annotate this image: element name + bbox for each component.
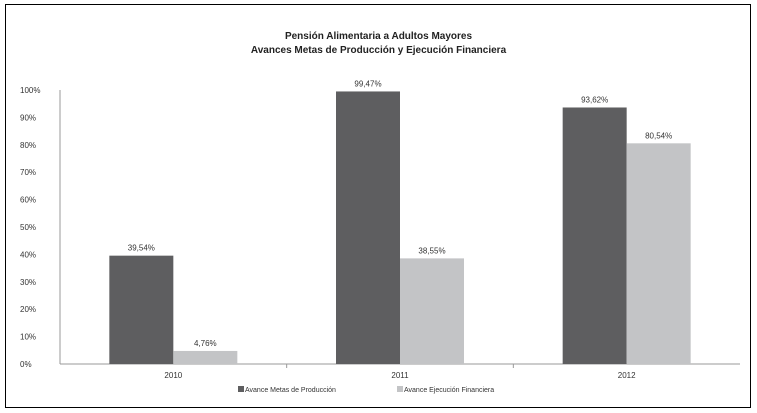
y-tick-label: 80% <box>20 141 36 150</box>
y-tick-label: 70% <box>20 168 36 177</box>
chart-subtitle: Avances Metas de Producción y Ejecución … <box>250 45 507 56</box>
chart-title-block: Pensión Alimentaria a Adultos Mayores Av… <box>0 30 757 58</box>
y-tick-label: 50% <box>20 223 36 232</box>
legend-label: Avance Ejecución Financiera <box>404 387 494 394</box>
x-tick-label: 2011 <box>391 371 409 380</box>
bar <box>626 143 691 364</box>
y-axis: 0% 10% 20% 30% 40% 50% 60% 70% 80% 90% 100% <box>20 86 61 369</box>
legend-swatch <box>397 386 403 392</box>
legend: Avance Metas de Producción Avance Ejecuci… <box>238 386 494 394</box>
y-tick-label: 90% <box>20 113 36 122</box>
data-label: 39,54% <box>128 244 155 253</box>
bar <box>336 91 400 364</box>
x-tick-label: 2012 <box>618 371 636 380</box>
legend-label: Avance Metas de Producción <box>245 387 336 394</box>
y-tick-label: 60% <box>20 196 36 205</box>
bar <box>109 255 174 364</box>
data-label: 4,76% <box>194 339 217 348</box>
y-tick-label: 30% <box>20 278 36 287</box>
chart-title: Pensión Alimentaria a Adultos Mayores <box>284 31 473 42</box>
data-label: 80,54% <box>645 131 672 140</box>
y-tick-label: 40% <box>20 250 36 259</box>
y-tick-label: 20% <box>20 305 36 314</box>
x-axis: 2010 2011 2012 <box>60 363 740 380</box>
y-tick-label: 0% <box>20 360 32 369</box>
bars: 39,54% 4,76% 99,47% 38,55% 93,62% 80,54% <box>109 79 691 364</box>
y-tick-label: 10% <box>20 333 36 342</box>
legend-swatch <box>238 386 244 392</box>
data-label: 38,55% <box>418 246 445 255</box>
data-label: 99,47% <box>354 79 381 88</box>
x-tick-label: 2010 <box>164 371 182 380</box>
bar <box>400 258 464 364</box>
bar <box>173 350 238 364</box>
data-label: 93,62% <box>581 95 608 104</box>
bar <box>562 107 627 364</box>
y-tick-label: 100% <box>20 86 40 95</box>
